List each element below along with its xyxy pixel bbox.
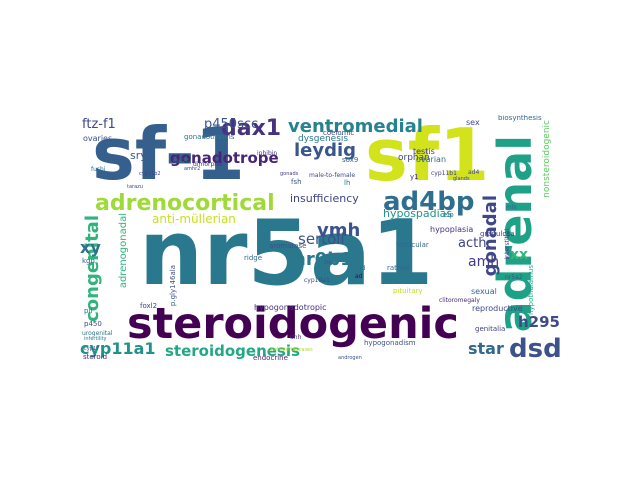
word-ovaries: ovaries [83,134,113,143]
word-xx: xx [510,247,529,263]
word-sexual: sexual [471,287,497,296]
word-fushi: fushi [91,166,106,173]
word-male-to-female: male-to-female [309,172,356,179]
word-mis: mis [506,204,517,211]
word-inhibin: inhibin [257,150,278,157]
word-clitoromegaly: clitoromegaly [439,297,480,304]
word-adrenogonadal: adrenogonadal [118,213,129,289]
word-cyp11b2: cyp11b2 [139,171,161,177]
word-p450: p450 [84,320,102,328]
word-aromatase: aromatase [269,242,307,250]
word-rathke: rathke [387,264,410,272]
word-ridge: ridge [244,254,263,262]
word-steroidogenic: steroidogenic [127,299,459,349]
word-endocrine: endocrine [253,354,288,362]
word-nr5a1: nr5a1 [139,201,434,306]
word-androgen: androgen [338,355,362,361]
word-insufficiency: insufficiency [290,192,359,205]
word-hypoplasia: hypoplasia [430,225,474,234]
word-infertility: infertility [84,336,107,342]
word-gonadotrope: gonadotrope [170,149,279,167]
word-ihh: ihh [324,260,332,266]
word-cyp11b1: cyp11b1 [431,170,457,177]
word-acth: acth [458,236,487,251]
word-steroidogenesis: steroidogenesis [165,342,300,360]
word-nonsteroidogenic: nonsteroidogenic [542,120,552,198]
word-ventromedial: ventromedial [288,116,423,137]
word-sertoli: sertoli [298,230,345,248]
word-ftz-f1: ftz-f1 [82,117,116,132]
word-ovarian: ovarian [416,155,447,164]
word-mc2r: mc2r [173,158,189,165]
word-p450scc: p450scc [204,117,259,132]
word-vmh: vmh [317,220,361,241]
word-biosynthesis: biosynthesis [498,115,542,122]
word-lh: lh [344,179,351,187]
word-anti-mullerian: anti-müllerian [152,212,236,226]
word-testis: testis [413,147,435,156]
word-tescases: tescases [291,347,313,353]
word-dax1: dax1 [221,116,282,141]
word-cholesterol: cholesterol [268,347,296,353]
word-steroid: steroid [83,353,108,361]
word-cyp19a1: cyp19a1 [304,277,330,284]
word-dysgenesis: dysgenesis [298,134,349,144]
word-hypogonadism: hypogonadism [364,339,416,347]
word-ad4: ad4 [468,169,480,176]
word-hypothalamus: hypothalamus [527,265,535,315]
word-cloud: nr5a1 sf-1 sf1 steroidogenic adrenal adr… [80,115,560,365]
word-star: star [468,339,504,358]
word-nr5a2: nr5a2 [505,274,523,281]
word-hypogonadotropic: hypogonadotropic [254,303,327,312]
word-cyp11a1: cyp11a1 [80,339,156,358]
word-hypospadias: hypospadias [383,207,453,220]
word-urogenital: urogenital [82,330,113,337]
word-fsh: fsh [291,178,302,186]
word-reproductive: reproductive [472,304,523,313]
word-interstitial: interstitial [504,229,511,260]
word-amh: amh [468,254,500,270]
word-tarazu: tarazu [127,184,143,190]
word-y1: y1 [410,173,419,181]
word-dhh: dhh [290,334,302,341]
word-sox9: sox9 [342,156,359,164]
word-dimorphic: dimorphic [193,161,224,168]
word-xy: xy [80,238,101,257]
word-sf1: sf1 [365,115,490,197]
word-sf-1: sf-1 [92,115,245,196]
word-ad4bp: ad4bp [383,187,475,217]
word-nr0b1: nr0b1 [293,249,353,270]
word-coelomic: coelomic [323,129,355,137]
word-sex: sex [466,118,480,127]
word-orphan: orphan [398,153,430,163]
word-congenital: congenital [82,215,103,322]
word-granulosa: granulosa [480,230,515,238]
word-adrenocortical: adrenocortical [95,191,275,216]
word-foxl2: foxl2 [140,302,158,310]
word-pii: pii [84,307,93,315]
word-testicular: testicular [396,241,429,249]
word-dsd: dsd [509,334,560,364]
word-sry: sry [130,149,147,162]
word-leydig: leydig [294,140,357,161]
word-p-gly146ala: p.gly146ala [169,265,177,307]
word-cyp17: cyp17 [84,346,100,352]
word-gonadotropins: gonadotropins [184,133,235,141]
word-amhr2: amhr2 [184,166,201,172]
word-genitalia: genitalia [475,325,506,333]
word-pituitary: pituitary [393,287,423,295]
word-elp: elp [443,211,454,219]
word-h295r: h295r [518,313,560,331]
word-ld: ld [360,265,366,272]
word-gonads: gonads [280,171,299,177]
word-ad: ad [355,273,363,280]
word-kgn: kgn [82,257,95,265]
word-glands: glands [453,176,470,182]
